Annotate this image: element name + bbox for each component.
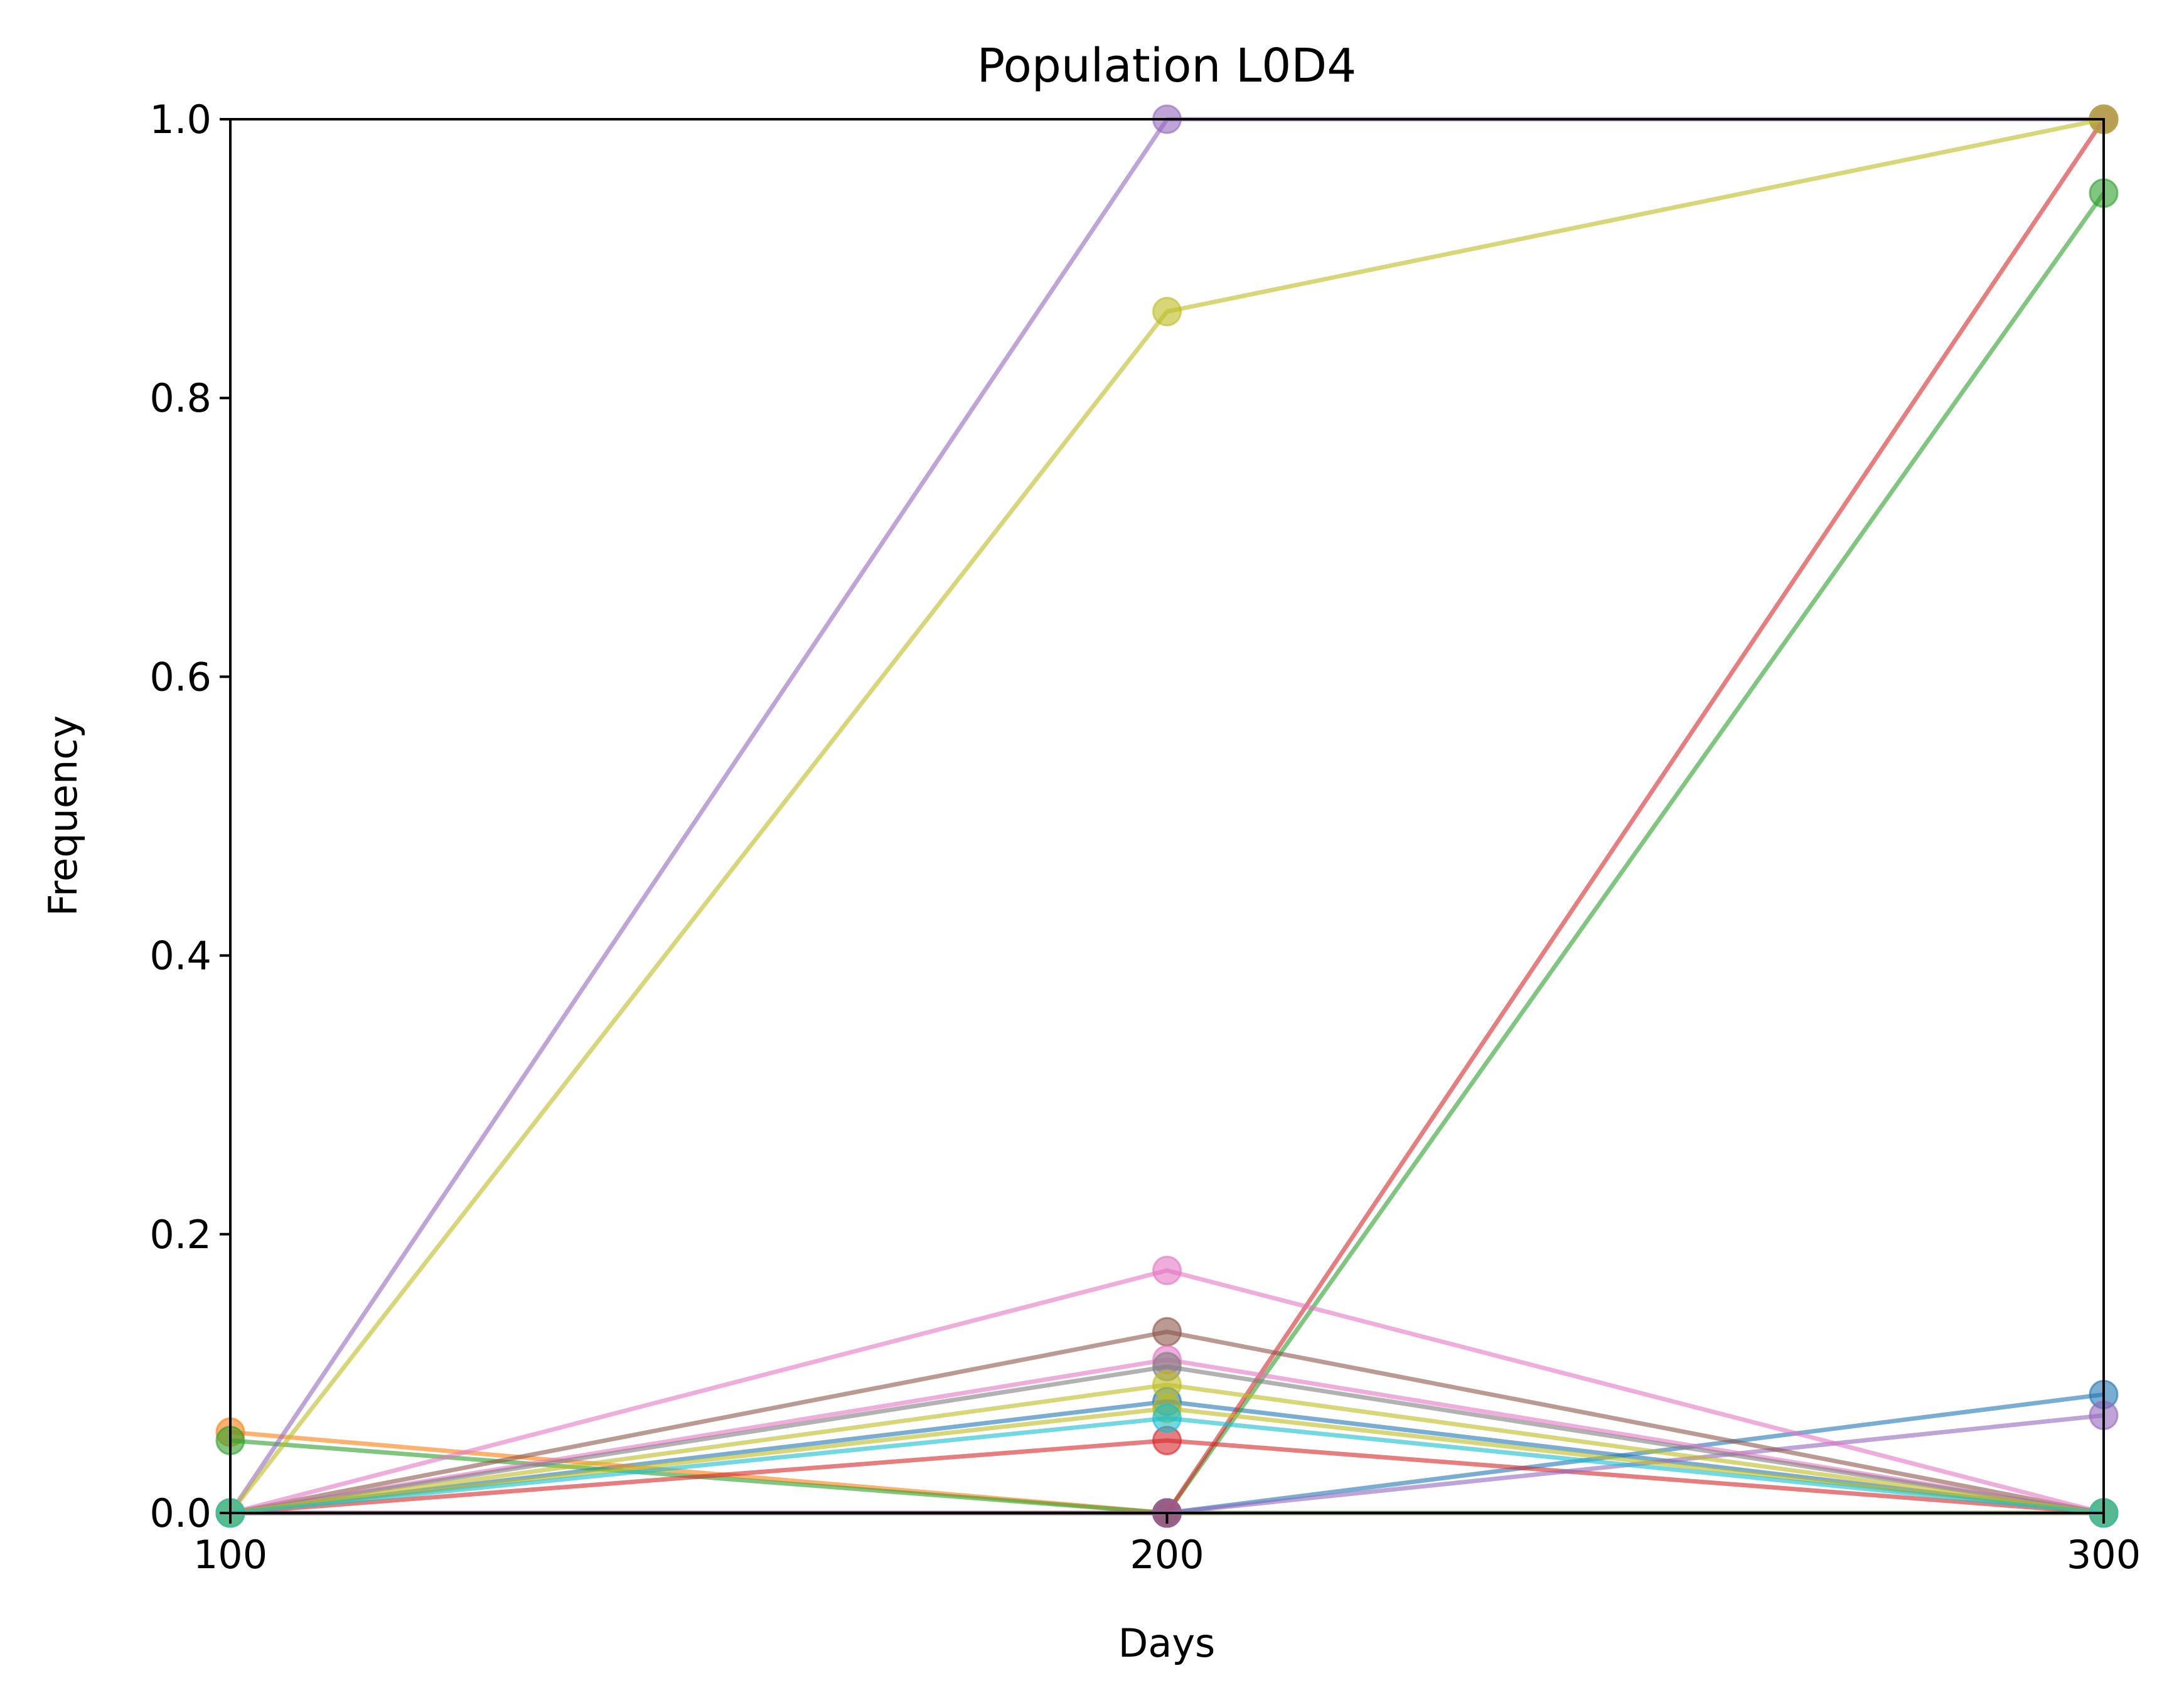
plot-area-background bbox=[230, 119, 2104, 1513]
plot-frame bbox=[229, 118, 2105, 1514]
y-tick-label: 0.6 bbox=[149, 654, 211, 700]
series-17-point bbox=[1152, 1403, 1182, 1433]
ticks-layer: 100 200 300 0.0 0.2 0.4 0.6 0.8 1.0 bbox=[149, 97, 2141, 1578]
series-10-point bbox=[1152, 1317, 1182, 1347]
series-11-point bbox=[1152, 1256, 1182, 1286]
x-tick-label: 200 bbox=[1130, 1532, 1204, 1578]
x-tick-label: 100 bbox=[193, 1532, 267, 1578]
y-tick-label: 0.8 bbox=[149, 375, 211, 421]
chart-title: Population L0D4 bbox=[977, 39, 1357, 93]
y-axis-label: Frequency bbox=[40, 715, 86, 916]
x-tick-label: 300 bbox=[2067, 1532, 2141, 1578]
y-tick-label: 1.0 bbox=[149, 97, 211, 142]
x-axis-label: Days bbox=[1118, 1620, 1216, 1666]
y-tick-label: 0.4 bbox=[149, 933, 211, 979]
y-tick-label: 0.2 bbox=[149, 1212, 211, 1258]
series-17 bbox=[215, 1403, 2119, 1528]
y-tick-label: 0.0 bbox=[149, 1490, 211, 1536]
series-14-point bbox=[1152, 296, 1182, 326]
